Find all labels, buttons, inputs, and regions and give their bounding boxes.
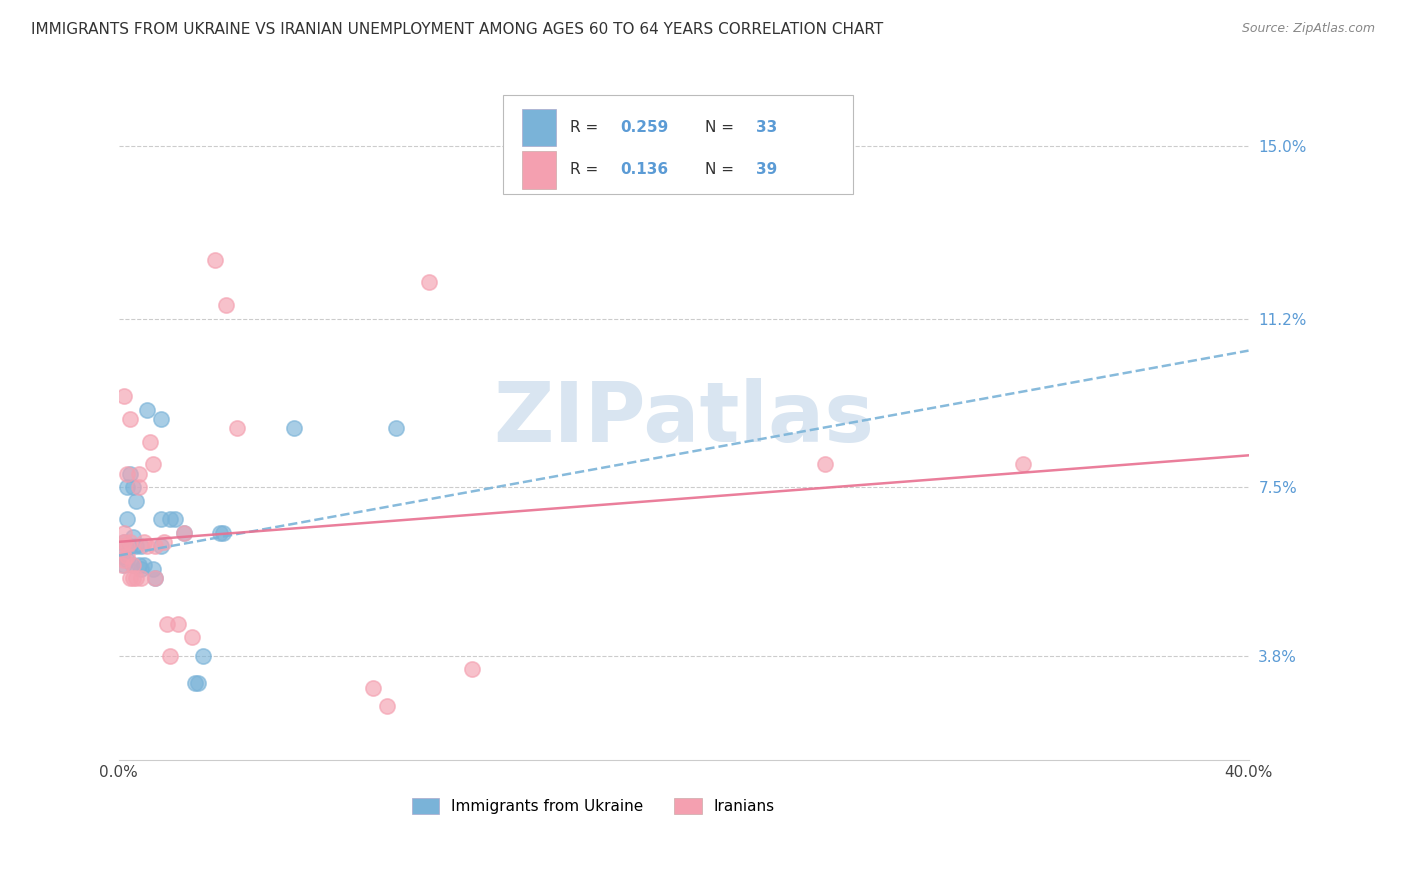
Point xyxy=(145,540,167,554)
Point xyxy=(112,534,135,549)
Point xyxy=(110,540,132,554)
Text: 33: 33 xyxy=(756,120,778,135)
Text: R =: R = xyxy=(569,120,603,135)
Point xyxy=(1011,458,1033,472)
Point xyxy=(128,467,150,481)
Point xyxy=(226,421,249,435)
Point xyxy=(142,562,165,576)
Point xyxy=(118,571,141,585)
Point xyxy=(212,525,235,540)
Point xyxy=(121,558,143,572)
Point xyxy=(181,631,204,645)
Point xyxy=(159,512,181,526)
Point xyxy=(150,540,173,554)
Point xyxy=(134,534,156,549)
Point xyxy=(159,648,181,663)
FancyBboxPatch shape xyxy=(522,109,555,146)
Text: 0.136: 0.136 xyxy=(620,162,668,178)
Text: N =: N = xyxy=(704,162,740,178)
Point xyxy=(115,540,138,554)
Point xyxy=(118,412,141,426)
Point xyxy=(112,534,135,549)
Point xyxy=(375,698,398,713)
FancyBboxPatch shape xyxy=(522,151,555,188)
Text: Source: ZipAtlas.com: Source: ZipAtlas.com xyxy=(1241,22,1375,36)
Point xyxy=(150,512,173,526)
Point xyxy=(418,276,440,290)
Point xyxy=(173,525,195,540)
Point xyxy=(187,676,209,690)
Point xyxy=(142,458,165,472)
Text: N =: N = xyxy=(704,120,740,135)
Point xyxy=(139,434,162,449)
Point xyxy=(215,298,238,312)
Point xyxy=(115,549,138,563)
Point xyxy=(112,553,135,567)
FancyBboxPatch shape xyxy=(503,95,853,194)
Text: R =: R = xyxy=(569,162,603,178)
Point xyxy=(125,540,148,554)
Point xyxy=(814,458,837,472)
Point xyxy=(110,549,132,563)
Point xyxy=(193,648,215,663)
Point xyxy=(115,467,138,481)
Point xyxy=(131,571,153,585)
Point xyxy=(384,421,406,435)
Point xyxy=(118,467,141,481)
Point xyxy=(165,512,187,526)
Point xyxy=(118,534,141,549)
Point xyxy=(128,480,150,494)
Point xyxy=(121,530,143,544)
Point xyxy=(145,571,167,585)
Point xyxy=(173,525,195,540)
Text: IMMIGRANTS FROM UKRAINE VS IRANIAN UNEMPLOYMENT AMONG AGES 60 TO 64 YEARS CORREL: IMMIGRANTS FROM UKRAINE VS IRANIAN UNEMP… xyxy=(31,22,883,37)
Point xyxy=(112,525,135,540)
Point xyxy=(156,616,179,631)
Point xyxy=(110,558,132,572)
Point xyxy=(204,252,226,267)
Legend: Immigrants from Ukraine, Iranians: Immigrants from Ukraine, Iranians xyxy=(412,798,775,814)
Point xyxy=(112,558,135,572)
Point xyxy=(125,571,148,585)
Point xyxy=(115,512,138,526)
Point xyxy=(128,558,150,572)
Point xyxy=(115,553,138,567)
Point xyxy=(112,389,135,403)
Point xyxy=(131,540,153,554)
Point xyxy=(121,558,143,572)
Point xyxy=(115,480,138,494)
Point xyxy=(136,402,159,417)
Point xyxy=(145,571,167,585)
Point xyxy=(121,571,143,585)
Point xyxy=(118,540,141,554)
Point xyxy=(121,480,143,494)
Point xyxy=(361,681,384,695)
Point xyxy=(209,525,232,540)
Text: 39: 39 xyxy=(756,162,778,178)
Point xyxy=(283,421,305,435)
Point xyxy=(167,616,190,631)
Point xyxy=(136,540,159,554)
Point xyxy=(150,412,173,426)
Point xyxy=(184,676,207,690)
Text: ZIPatlas: ZIPatlas xyxy=(494,378,875,459)
Point xyxy=(461,662,484,676)
Point xyxy=(134,558,156,572)
Point xyxy=(131,562,153,576)
Point xyxy=(125,494,148,508)
Point xyxy=(153,534,176,549)
Text: 0.259: 0.259 xyxy=(620,120,669,135)
